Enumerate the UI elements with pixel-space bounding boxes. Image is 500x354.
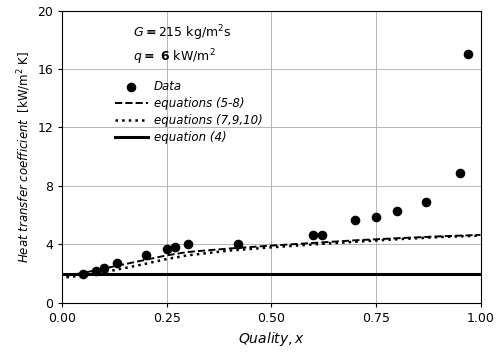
equations (7,9,10)	[436, 235, 442, 239]
equations (7,9,10)	[80, 273, 86, 278]
Line: equations (5-8): equations (5-8)	[66, 235, 480, 276]
equations (5-8)	[101, 267, 107, 271]
Y-axis label: $\it{Heat\ transfer\ coefficient}$  [kW/m$^2$ K]: $\it{Heat\ transfer\ coefficient}$ [kW/m…	[16, 51, 33, 263]
equations (7,9,10)	[478, 234, 484, 238]
equations (5-8)	[64, 274, 70, 278]
equations (5-8)	[394, 236, 400, 240]
equations (7,9,10)	[310, 242, 316, 246]
Data	[372, 214, 380, 219]
Data	[79, 271, 87, 276]
equations (5-8)	[478, 233, 484, 237]
Data	[309, 232, 317, 238]
Data	[351, 217, 359, 222]
equations (7,9,10)	[268, 245, 274, 250]
Data	[464, 52, 472, 57]
equations (5-8)	[436, 234, 442, 239]
Data	[163, 246, 171, 252]
equations (5-8)	[268, 244, 274, 248]
Line: equations (7,9,10): equations (7,9,10)	[66, 236, 480, 277]
equations (5-8)	[184, 250, 190, 254]
Data	[184, 241, 192, 246]
equations (5-8)	[143, 258, 149, 262]
equations (5-8)	[310, 241, 316, 245]
Legend: Data, equations (5-8), equations (7,9,10), equation (4): Data, equations (5-8), equations (7,9,10…	[110, 75, 267, 149]
equations (7,9,10)	[122, 266, 128, 270]
equations (5-8)	[226, 246, 232, 251]
Data	[234, 241, 242, 247]
equations (7,9,10)	[226, 249, 232, 253]
equations (7,9,10)	[352, 240, 358, 244]
equations (7,9,10)	[394, 237, 400, 241]
Data	[422, 199, 430, 205]
Text: $\bf{\it{q}}$$\bf{=}$ $\bf{6}$ kW/m$^2$: $\bf{\it{q}}$$\bf{=}$ $\bf{6}$ kW/m$^2$	[134, 47, 216, 67]
X-axis label: $\it{Quality, x}$: $\it{Quality, x}$	[238, 330, 305, 348]
Data	[100, 265, 108, 270]
Data	[142, 252, 150, 258]
Data	[456, 170, 464, 176]
Data	[318, 232, 326, 238]
Data	[171, 244, 179, 250]
Data	[112, 260, 120, 266]
Text: $\bf{\it{G}}$$\bf{=}$$\bf{\it{215}}$ kg/m$^2$s: $\bf{\it{G}}$$\bf{=}$$\bf{\it{215}}$ kg/…	[134, 24, 232, 43]
Data	[92, 269, 100, 274]
equations (7,9,10)	[101, 270, 107, 274]
equations (7,9,10)	[164, 257, 170, 261]
equations (5-8)	[352, 238, 358, 242]
equations (7,9,10)	[64, 275, 70, 279]
Data	[393, 208, 401, 213]
equations (5-8)	[80, 271, 86, 275]
equations (5-8)	[164, 253, 170, 257]
equations (7,9,10)	[143, 262, 149, 266]
equations (5-8)	[122, 262, 128, 266]
equations (7,9,10)	[184, 253, 190, 257]
